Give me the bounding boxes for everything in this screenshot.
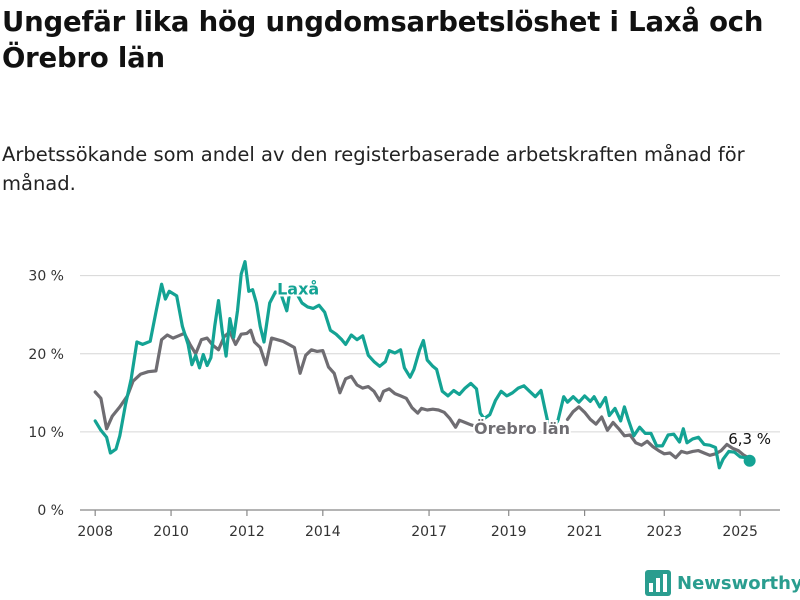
series-lines bbox=[93, 260, 752, 470]
y-tick-label: 10 % bbox=[28, 425, 64, 441]
chart-subtitle: Arbetssökande som andel av den registerb… bbox=[2, 143, 745, 195]
chart-title: Ungefär lika hög ungdomsarbetslöshet i L… bbox=[2, 6, 764, 74]
series-line-orebro-lan bbox=[565, 405, 752, 460]
y-axis-ticks: 0 % 10 % 20 % 30 % bbox=[28, 269, 64, 519]
x-tick-label: 2008 bbox=[77, 524, 113, 540]
end-annotation: 6,3 % bbox=[728, 430, 771, 467]
y-tick-label: 0 % bbox=[37, 503, 64, 519]
series-line-laxa bbox=[93, 260, 752, 470]
x-tick-label: 2019 bbox=[491, 524, 527, 540]
series-label-laxa: Laxå bbox=[277, 279, 319, 298]
brand-logo[interactable]: Newsworthy bbox=[645, 568, 800, 598]
series-labels: Laxå Örebro län bbox=[275, 277, 572, 440]
x-axis: 2008 2010 2012 2014 2017 2019 2021 2023 2025 bbox=[77, 509, 780, 540]
y-tick-label: 20 % bbox=[28, 347, 64, 363]
x-tick-label: 2010 bbox=[153, 524, 189, 540]
series-label-orebro-lan: Örebro län bbox=[474, 419, 570, 438]
y-tick-label: 30 % bbox=[28, 269, 64, 285]
x-tick-label: 2025 bbox=[722, 524, 758, 540]
end-point-marker bbox=[743, 454, 756, 467]
x-tick-label: 2014 bbox=[305, 524, 341, 540]
x-tick-label: 2012 bbox=[229, 524, 265, 540]
brand-name: Newsworthy bbox=[677, 572, 800, 594]
bar-chart-logo-icon bbox=[645, 570, 671, 596]
x-tick-label: 2021 bbox=[567, 524, 603, 540]
end-value-label: 6,3 % bbox=[728, 430, 771, 448]
x-tick-label: 2023 bbox=[646, 524, 682, 540]
x-tick-label: 2017 bbox=[411, 524, 447, 540]
series-line-orebro-lan bbox=[93, 328, 479, 431]
